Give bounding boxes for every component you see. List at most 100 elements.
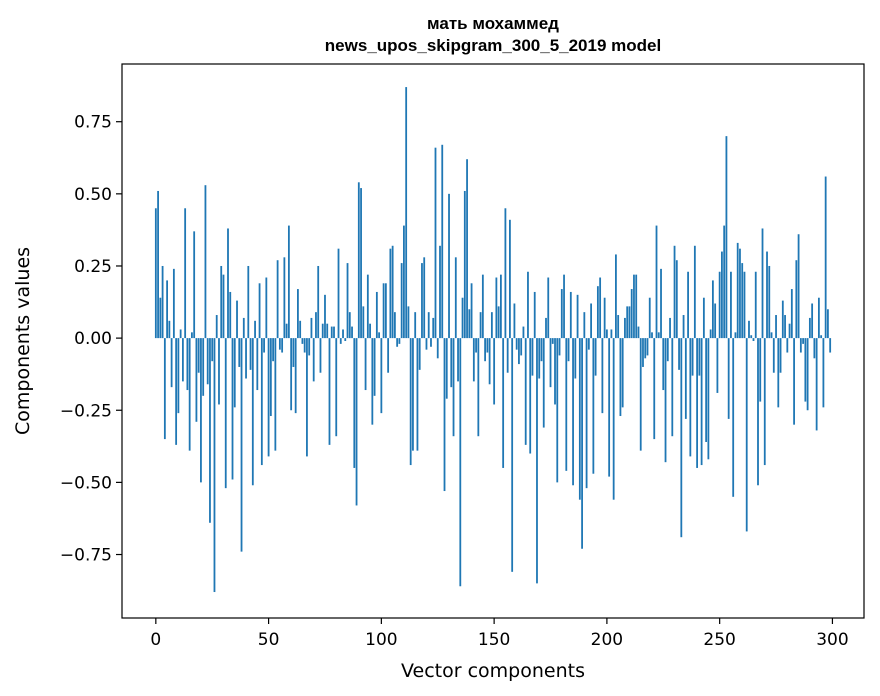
bar-174 [547,277,550,339]
bar-59 [287,225,290,339]
bar-193 [590,303,592,339]
bar-102 [384,283,387,339]
bar-183 [567,338,570,362]
bar-81 [337,248,340,339]
bar-99 [378,332,380,339]
bar-137 [463,190,466,339]
y-tick-label: 0.00 [74,329,112,349]
bar-202 [610,329,613,339]
bar-110 [403,225,405,339]
bar-208 [624,317,626,339]
bar-192 [587,338,590,350]
bar-152 [497,306,500,339]
bar-33 [229,291,232,339]
bar-10 [177,338,180,414]
bar-13 [184,208,187,339]
bar-22 [204,185,207,339]
bar-153 [499,274,502,339]
bar-88 [353,338,356,468]
bar-230 [673,245,676,339]
bar-4 [163,338,166,440]
bar-238 [691,338,694,376]
bar-164 [524,338,527,445]
bar-252 [723,225,726,339]
bar-178 [556,338,559,483]
x-tick-label: 200 [591,630,623,650]
y-tick-label: −0.75 [60,546,112,566]
bar-185 [572,338,574,486]
bar-145 [481,274,484,339]
bar-135 [459,338,462,587]
bar-297 [824,176,827,339]
bar-168 [533,291,536,339]
bar-107 [396,338,399,347]
bar-200 [605,329,608,339]
bar-223 [657,332,660,339]
bar-60 [290,338,293,411]
bar-117 [418,338,421,370]
bar-37 [238,338,241,367]
bar-292 [813,338,816,359]
y-tick-label: 0.75 [74,113,112,133]
bar-77 [328,338,331,445]
bar-298 [827,309,829,339]
bar-188 [578,338,581,500]
bar-50 [267,338,270,457]
bar-173 [545,317,547,339]
bar-217 [644,338,647,359]
bar-227 [666,338,669,362]
bar-76 [326,323,329,339]
bar-246 [709,329,712,339]
bar-115 [414,312,417,339]
bar-282 [790,289,793,339]
bar-131 [450,338,453,388]
bar-93 [364,338,367,391]
bar-52 [272,338,274,362]
bar-43 [251,338,254,486]
bar-6 [168,320,171,339]
bar-66 [303,338,306,353]
bar-78 [330,326,333,339]
bar-236 [687,271,689,339]
bar-272 [768,265,771,339]
bar-209 [626,306,629,339]
bar-70 [312,338,315,382]
bar-296 [822,338,825,408]
bar-288 [804,338,807,402]
bar-126 [439,245,441,339]
bars-group [154,87,832,593]
bar-273 [770,332,773,339]
bar-279 [784,315,786,339]
bar-207 [621,338,624,408]
bar-251 [721,251,723,339]
y-tick-label: 0.25 [74,257,112,277]
bar-92 [362,306,365,339]
bar-266 [754,271,757,339]
bar-65 [301,338,304,344]
bar-146 [484,338,486,362]
bar-48 [263,338,265,353]
bar-235 [684,338,687,419]
bar-41 [247,265,250,339]
bar-1 [157,190,159,339]
bar-14 [186,338,189,391]
bar-275 [775,315,777,339]
bar-244 [705,338,708,442]
bar-139 [468,309,471,339]
bar-169 [536,338,538,584]
bar-248 [714,303,717,339]
bar-103 [387,338,390,373]
bar-265 [752,338,755,341]
bar-100 [380,338,383,414]
bar-142 [475,338,477,353]
bar-125 [436,338,439,359]
bar-180 [560,289,563,339]
bar-112 [407,306,410,339]
bar-128 [443,338,446,492]
bar-204 [615,254,617,339]
bar-140 [470,283,473,339]
bar-206 [619,338,622,417]
bar-170 [538,338,541,379]
bar-155 [504,208,507,339]
